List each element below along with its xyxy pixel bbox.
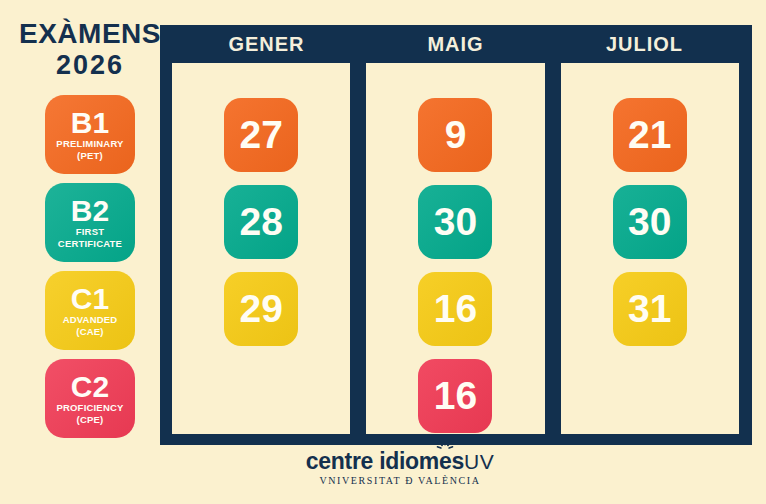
level-badge-c1: C1 ADVANDED (CAE): [45, 271, 135, 350]
date-tile: 21: [613, 98, 687, 172]
level-badge-list: B1 PRELIMINARY (PET) B2 FIRST CERTIFICAT…: [45, 95, 135, 438]
poster-title-year: 2026: [10, 50, 170, 80]
month-column-maig: 9 30 16 16: [366, 63, 544, 434]
date-tile: 16: [418, 272, 492, 346]
month-header-maig: MAIG: [361, 25, 550, 63]
month-column-juliol: 21 30 31: [561, 63, 739, 434]
exam-poster: EXÀMENS 2026 B1 PRELIMINARY (PET) B2 FIR…: [0, 0, 766, 504]
level-badge-b2: B2 FIRST CERTIFICATE: [45, 183, 135, 262]
sun-rays-icon: [437, 440, 454, 450]
level-label: PRELIMINARY: [56, 138, 123, 150]
date-tile: 30: [418, 185, 492, 259]
centre-idiomes-logo: centre idiomesUV VNIVERSITAT Ð VALÈNCIA: [306, 448, 494, 486]
date-tile: 30: [613, 185, 687, 259]
level-code: B1: [71, 108, 109, 138]
logo-text-left: centre idiom: [306, 448, 439, 474]
level-label: FIRST: [76, 226, 104, 238]
date-tile: 29: [224, 272, 298, 346]
level-sublabel: (CPE): [77, 414, 104, 426]
calendar-body: 27 28 29 9 30 16 16 21 30 31: [172, 63, 739, 434]
level-sublabel: (CAE): [76, 326, 103, 338]
date-tile: 9: [418, 98, 492, 172]
date-tile: 27: [224, 98, 298, 172]
level-sublabel: CERTIFICATE: [58, 238, 122, 250]
level-code: C1: [71, 284, 109, 314]
level-sublabel: (PET): [77, 150, 103, 162]
date-tile: 28: [224, 185, 298, 259]
universitat-valencia-wordmark: VNIVERSITAT Ð VALÈNCIA: [306, 475, 494, 486]
calendar-header-row: GENER MAIG JULIOL: [172, 25, 739, 63]
footer: centre idiomesUV VNIVERSITAT Ð VALÈNCIA: [0, 448, 766, 488]
logo-text-s: s: [451, 448, 464, 474]
month-column-gener: 27 28 29: [172, 63, 350, 434]
exam-calendar-table: GENER MAIG JULIOL 27 28 29 9 30 16 16 21…: [160, 25, 752, 445]
date-tile: 31: [613, 272, 687, 346]
level-code: B2: [71, 196, 109, 226]
level-label: ADVANDED: [63, 314, 118, 326]
date-tile: 16: [418, 359, 492, 433]
logo-uv: UV: [464, 450, 494, 473]
month-header-juliol: JULIOL: [550, 25, 739, 63]
logo-text-e: e: [439, 448, 452, 474]
logo-wordmark: centre idiomesUV: [306, 448, 494, 475]
level-badge-c2: C2 PROFICIENCY (CPE): [45, 359, 135, 438]
level-badge-b1: B1 PRELIMINARY (PET): [45, 95, 135, 174]
poster-title-line1: EXÀMENS: [10, 18, 170, 50]
month-header-gener: GENER: [172, 25, 361, 63]
level-label: PROFICIENCY: [56, 402, 123, 414]
level-code: C2: [71, 372, 109, 402]
poster-title: EXÀMENS 2026: [10, 18, 170, 80]
